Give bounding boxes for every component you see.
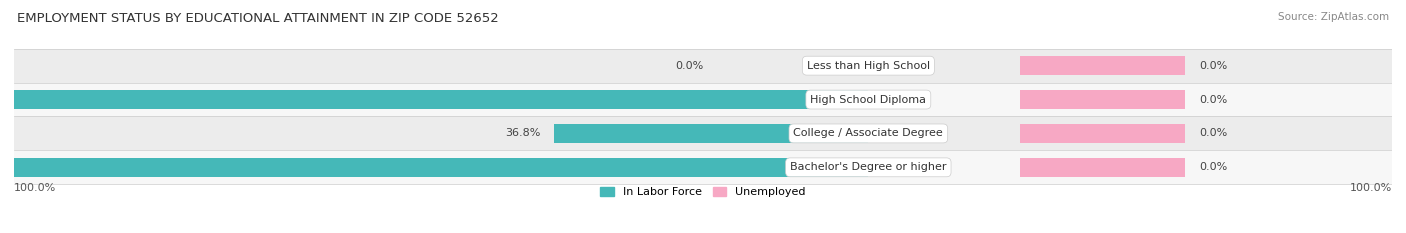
Text: 0.0%: 0.0% bbox=[675, 61, 703, 71]
Bar bbox=[14, 116, 1392, 150]
Bar bbox=[14, 150, 1392, 184]
Text: High School Diploma: High School Diploma bbox=[810, 95, 927, 105]
Text: 100.0%: 100.0% bbox=[1350, 183, 1392, 193]
Legend: In Labor Force, Unemployed: In Labor Force, Unemployed bbox=[600, 187, 806, 197]
Text: 0.0%: 0.0% bbox=[1199, 162, 1227, 172]
Bar bbox=[1019, 124, 1185, 143]
Bar bbox=[14, 49, 1392, 83]
Text: Source: ZipAtlas.com: Source: ZipAtlas.com bbox=[1278, 12, 1389, 22]
Text: College / Associate Degree: College / Associate Degree bbox=[793, 128, 943, 138]
Bar bbox=[14, 90, 869, 109]
Bar bbox=[1019, 158, 1185, 177]
Text: 0.0%: 0.0% bbox=[1199, 95, 1227, 105]
Text: Bachelor's Degree or higher: Bachelor's Degree or higher bbox=[790, 162, 946, 172]
Text: Less than High School: Less than High School bbox=[807, 61, 929, 71]
Bar bbox=[1019, 56, 1185, 75]
Bar bbox=[14, 83, 1392, 116]
Bar bbox=[14, 158, 869, 177]
Text: 0.0%: 0.0% bbox=[1199, 128, 1227, 138]
Text: EMPLOYMENT STATUS BY EDUCATIONAL ATTAINMENT IN ZIP CODE 52652: EMPLOYMENT STATUS BY EDUCATIONAL ATTAINM… bbox=[17, 12, 499, 25]
Text: 100.0%: 100.0% bbox=[14, 183, 56, 193]
Bar bbox=[554, 124, 869, 143]
Bar bbox=[1019, 90, 1185, 109]
Text: 0.0%: 0.0% bbox=[1199, 61, 1227, 71]
Text: 36.8%: 36.8% bbox=[505, 128, 540, 138]
